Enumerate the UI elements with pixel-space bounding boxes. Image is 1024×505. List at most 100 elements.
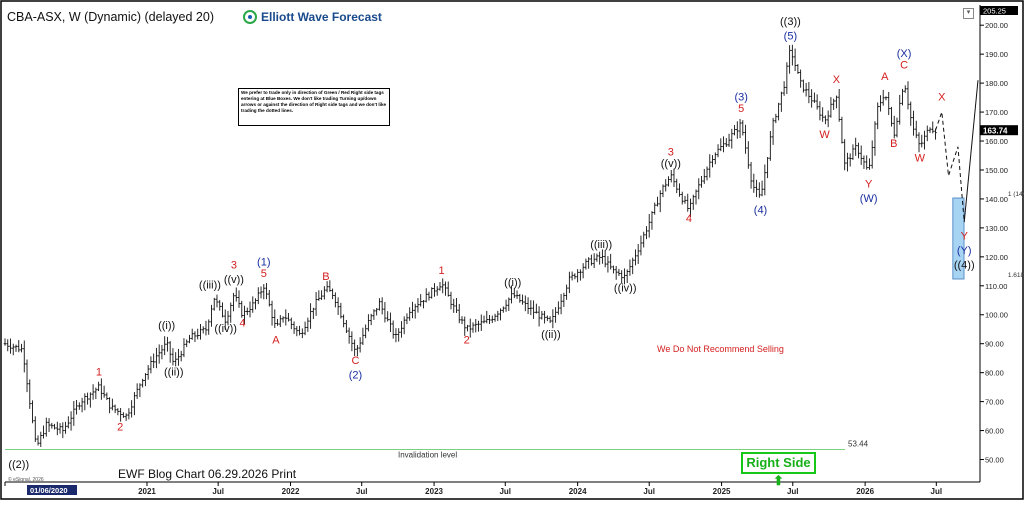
price-bar: [218, 300, 222, 311]
wave-label: 4: [239, 317, 245, 329]
price-bar: [50, 422, 54, 429]
price-bar: [788, 45, 791, 74]
price-bar: [843, 139, 846, 171]
price-bar: [543, 310, 546, 324]
price-bar: [64, 421, 67, 434]
price-bar: [389, 312, 392, 333]
price-bar: [479, 314, 483, 331]
price-bar: [361, 327, 365, 345]
price-bar: [879, 95, 882, 112]
logo-text: Elliott Wave Forecast: [261, 10, 382, 24]
price-bar: [182, 338, 186, 358]
price-bar: [9, 338, 12, 354]
price-bar: [579, 269, 582, 281]
chart-menu-icon[interactable]: ▾: [963, 8, 974, 19]
x-tick-label: Jul: [787, 487, 799, 496]
wave-label: (3): [735, 91, 748, 103]
ewf-logo: Elliott Wave Forecast: [243, 8, 382, 26]
price-bar: [174, 352, 177, 367]
wave-label: ((i)): [158, 320, 175, 332]
price-bar: [281, 316, 285, 323]
price-bar: [581, 263, 585, 279]
price-bar: [116, 408, 120, 416]
y-tick-label: 100.00: [985, 311, 1008, 320]
wave-label: 1: [96, 367, 102, 379]
price-bar: [78, 402, 81, 410]
price-bar: [647, 214, 651, 238]
wave-label: 5: [261, 268, 267, 280]
price-bar: [232, 292, 235, 312]
price-bar: [47, 418, 51, 432]
wave-label: C: [900, 60, 908, 72]
price-bar: [36, 435, 40, 446]
price-bar: [565, 284, 568, 300]
price-bar: [568, 271, 571, 294]
price-bar: [39, 431, 43, 447]
price-bar: [620, 270, 623, 284]
price-bar: [548, 316, 552, 324]
price-bar: [876, 102, 880, 130]
price-bar: [551, 309, 555, 329]
price-bar: [854, 137, 857, 156]
price-bar: [895, 117, 899, 138]
price-bar: [504, 299, 508, 312]
wave-label: B: [890, 138, 897, 150]
price-bar: [303, 321, 307, 336]
price-bar: [634, 249, 637, 266]
price-bar: [562, 292, 566, 308]
price-bar: [358, 337, 362, 353]
price-bar: [111, 398, 114, 411]
price-bar: [799, 69, 802, 88]
price-bar: [837, 88, 841, 122]
price-bar: [267, 290, 271, 307]
price-bar: [598, 251, 601, 265]
price-bar: [923, 130, 926, 150]
price-bar: [716, 144, 720, 158]
price-bar: [477, 320, 480, 332]
price-bar: [405, 313, 409, 325]
price-bar: [133, 392, 136, 416]
price-bar: [689, 198, 692, 218]
price-bar: [364, 324, 367, 339]
price-bar: [259, 286, 263, 299]
price-bar: [711, 155, 714, 168]
price-bar: [457, 303, 461, 324]
price-bar: [722, 136, 725, 153]
price-bar: [813, 92, 816, 103]
price-bar: [667, 176, 670, 187]
price-bar: [245, 307, 249, 316]
wave-label: X: [938, 91, 946, 103]
price-bar: [449, 291, 453, 310]
price-bar: [254, 298, 257, 310]
price-bar: [554, 307, 557, 323]
projection-solid-path: [963, 80, 979, 223]
x-tick-label: 2022: [282, 487, 300, 496]
price-bar: [234, 287, 238, 302]
price-bar: [521, 294, 524, 305]
price-bar: [25, 359, 29, 393]
price-bar: [824, 115, 827, 125]
price-bar: [645, 226, 648, 240]
trading-notice: We prefer to trade only in direction of …: [238, 88, 390, 126]
price-bar: [898, 94, 902, 125]
price-bar: [617, 268, 621, 276]
top-price-label: 205.25: [983, 7, 1006, 16]
price-bar: [223, 309, 227, 330]
footer-note: EWF Blog Chart 06.29.2026 Print: [118, 467, 297, 481]
price-bar: [240, 300, 244, 318]
price-bar: [601, 249, 604, 264]
price-bar: [499, 308, 502, 321]
x-tick-label: 2023: [425, 487, 443, 496]
wave-label: ((3)): [780, 16, 801, 28]
price-bar: [664, 179, 668, 192]
price-bar: [642, 231, 646, 248]
price-bar: [152, 353, 155, 369]
wave-label: 1: [438, 265, 444, 277]
wave-label: 2: [117, 422, 123, 434]
wave-label: X: [833, 74, 841, 86]
price-bar: [312, 307, 315, 320]
price-bar: [108, 397, 111, 414]
x-tick-label: 2025: [713, 487, 731, 496]
